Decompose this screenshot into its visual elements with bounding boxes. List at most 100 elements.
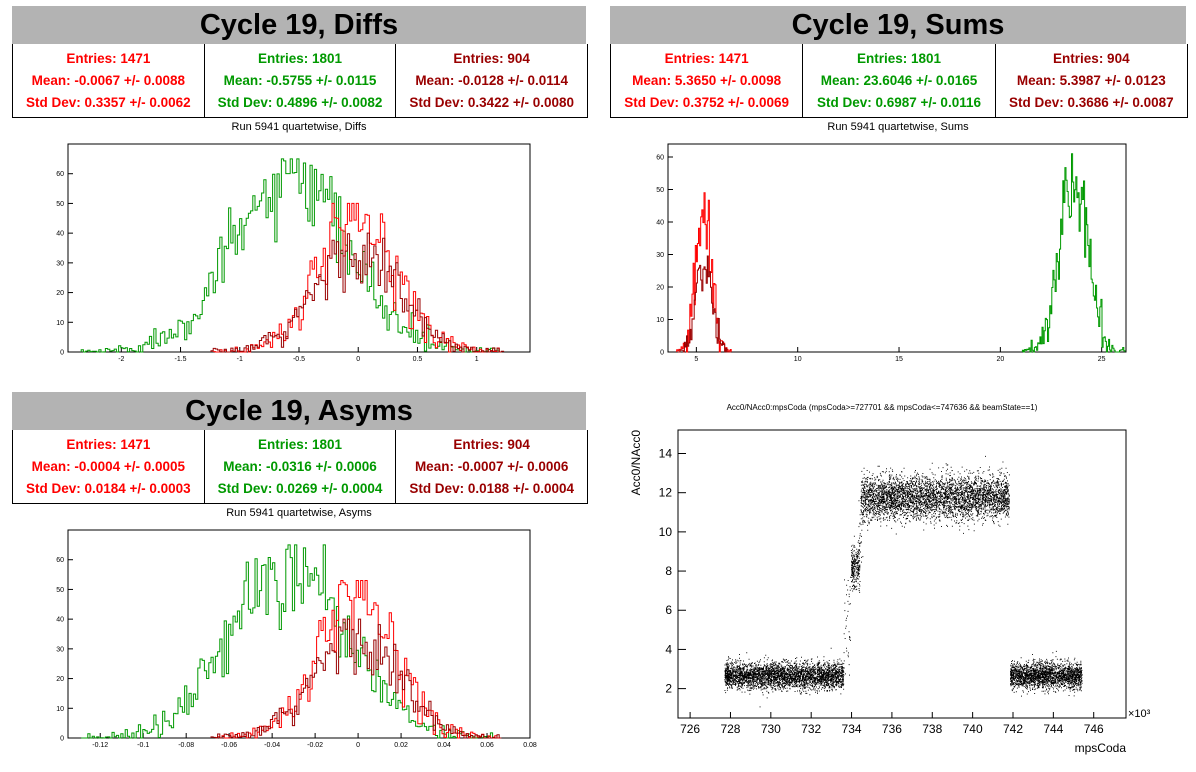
- y-tick-label: 20: [56, 290, 64, 297]
- y-tick-label: 20: [56, 676, 64, 683]
- asyms-histogram: -0.12 -0.1 -0.08 -0.06 -0.04 -0.02 0 0.02 0.04 0.…: [56, 529, 537, 749]
- asyms-stats: Entries: 1471 Mean: -0.0004 +/- 0.0005 S…: [12, 430, 588, 504]
- x-tick-label: 736: [882, 722, 902, 736]
- x-tick-label: 0: [356, 356, 360, 363]
- stat-std: Std Dev: 0.6987 +/- 0.0116: [817, 95, 981, 111]
- stats-box-2: Entries: 1801 Mean: -0.0316 +/- 0.0006 S…: [204, 430, 397, 504]
- stat-mean: Mean: 5.3987 +/- 0.0123: [1016, 72, 1166, 88]
- y-tick-label: 60: [656, 155, 664, 162]
- stat-entries: Entries: 1801: [856, 50, 942, 66]
- x-tick-label: 20: [996, 356, 1004, 363]
- x-tick-label: 734: [842, 722, 862, 736]
- stat-mean: Mean: 23.6046 +/- 0.0165: [820, 72, 978, 88]
- plot-frame: [67, 529, 531, 739]
- y-tick-label: 50: [56, 201, 64, 208]
- x-tick-label: 5: [694, 356, 698, 363]
- x-tick-label: -0.06: [221, 742, 237, 749]
- hist-series-2: [212, 202, 502, 353]
- sums-stats: Entries: 1471 Mean: 5.3650 +/- 0.0098 St…: [610, 44, 1188, 118]
- y-tick-label: 0: [660, 350, 664, 357]
- x-tick-label: 728: [720, 722, 740, 736]
- stat-mean: Mean: -0.0007 +/- 0.0006: [414, 458, 569, 474]
- x-tick-label: 0.5: [413, 356, 423, 363]
- scatter-points: [724, 455, 1083, 708]
- stat-std: Std Dev: 0.0184 +/- 0.0003: [25, 481, 191, 497]
- x-tick-label: 1: [475, 356, 479, 363]
- stats-box-3: Entries: 904 Mean: -0.0007 +/- 0.0006 St…: [396, 430, 588, 504]
- stat-entries: Entries: 1471: [66, 50, 151, 66]
- x-tick-label: -2: [118, 356, 124, 363]
- y-tick-label: 0: [60, 350, 64, 357]
- x-tick-label: 0.08: [523, 742, 537, 749]
- diffs-stats: Entries: 1471 Mean: -0.0067 +/- 0.0088 S…: [12, 44, 588, 118]
- stat-mean: Mean: -0.0128 +/- 0.0114: [415, 72, 569, 88]
- stats-box-1: Entries: 1471 Mean: -0.0067 +/- 0.0088 S…: [13, 44, 205, 118]
- stat-entries: Entries: 1801: [257, 50, 343, 66]
- x-tick-label: -1: [237, 356, 243, 363]
- y-axis-label: Acc0/NAcc0: [629, 430, 643, 496]
- x-tick-label: 0.06: [480, 742, 494, 749]
- x-tick-label: 730: [761, 722, 781, 736]
- x-tick-label: 25: [1098, 356, 1106, 363]
- stat-entries: Entries: 904: [453, 436, 530, 452]
- plot-frame: [667, 143, 1127, 353]
- y-tick-label: 50: [656, 187, 664, 194]
- x-tick-label: 15: [895, 356, 903, 363]
- x-tick-label: 726: [680, 722, 700, 736]
- y-tick-label: 40: [56, 231, 64, 238]
- stat-std: Std Dev: 0.3357 +/- 0.0062: [25, 95, 191, 111]
- stats-box-3: Entries: 904 Mean: 5.3987 +/- 0.0123 Std…: [995, 44, 1187, 118]
- x-axis-multiplier: ×10³: [1128, 708, 1151, 720]
- x-tick-label: 0.04: [437, 742, 451, 749]
- stats-box-2: Entries: 1801 Mean: -0.5755 +/- 0.0115 S…: [204, 44, 397, 118]
- stat-std: Std Dev: 0.4896 +/- 0.0082: [217, 95, 383, 111]
- plot-frame: [677, 429, 1127, 719]
- y-tick-label: 30: [56, 260, 64, 267]
- x-tick-label: -0.08: [178, 742, 194, 749]
- y-tick-label: 10: [56, 320, 64, 327]
- scatter-plot: Acc0/NAcc0:mpsCoda (mpsCoda>=727701 && m…: [629, 403, 1151, 755]
- stat-std: Std Dev: 0.3752 +/- 0.0069: [624, 95, 790, 111]
- x-tick-label: 738: [922, 722, 942, 736]
- stat-mean: Mean: 5.3650 +/- 0.0098: [632, 72, 782, 88]
- hist-series-2: [676, 192, 732, 353]
- stat-entries: Entries: 904: [453, 50, 530, 66]
- stat-entries: Entries: 1471: [664, 50, 749, 66]
- hist-series-3: [210, 618, 502, 739]
- stat-std: Std Dev: 0.3686 +/- 0.0087: [1008, 95, 1174, 111]
- y-tick-label: 10: [656, 317, 664, 324]
- x-tick-label: -0.04: [264, 742, 280, 749]
- x-tick-label: -0.1: [137, 742, 149, 749]
- stat-entries: Entries: 1801: [257, 436, 343, 452]
- stat-mean: Mean: -0.5755 +/- 0.0115: [223, 72, 377, 88]
- stat-mean: Mean: -0.0316 +/- 0.0006: [223, 458, 377, 474]
- asyms-title: Cycle 19, Asyms: [12, 392, 586, 430]
- stats-box-3: Entries: 904 Mean: -0.0128 +/- 0.0114 St…: [396, 44, 588, 118]
- y-tick-label: 20: [656, 285, 664, 292]
- stat-std: Std Dev: 0.3422 +/- 0.0080: [409, 95, 575, 111]
- stat-mean: Mean: -0.0067 +/- 0.0088: [31, 72, 186, 88]
- hist-series-2: [214, 580, 500, 739]
- y-tick-label: 10: [56, 706, 64, 713]
- x-tick-label: -0.5: [293, 356, 305, 363]
- stat-mean: Mean: -0.0004 +/- 0.0005: [31, 458, 186, 474]
- sums-histogram: 5 10 15 20 25 0 10 20 30 40 50 60: [656, 143, 1127, 363]
- x-tick-label: -0.12: [92, 742, 108, 749]
- x-tick-label: -1.5: [175, 356, 187, 363]
- stats-box-1: Entries: 1471 Mean: 5.3650 +/- 0.0098 St…: [611, 44, 804, 118]
- diffs-subtitle: Run 5941 quartetwise, Diffs: [231, 121, 367, 133]
- y-tick-label: 30: [656, 252, 664, 259]
- x-tick-label: 732: [801, 722, 821, 736]
- y-tick-label: 4: [665, 642, 672, 656]
- y-tick-label: 12: [659, 486, 673, 500]
- x-tick-label: 10: [794, 356, 802, 363]
- y-tick-label: 8: [665, 564, 672, 578]
- stat-std: Std Dev: 0.0269 +/- 0.0004: [217, 481, 383, 497]
- stat-entries: Entries: 1471: [66, 436, 151, 452]
- y-tick-label: 60: [56, 557, 64, 564]
- y-tick-label: 10: [659, 525, 673, 539]
- hist-series-1: [81, 544, 500, 739]
- y-tick-label: 2: [665, 682, 672, 696]
- x-tick-label: 746: [1084, 722, 1104, 736]
